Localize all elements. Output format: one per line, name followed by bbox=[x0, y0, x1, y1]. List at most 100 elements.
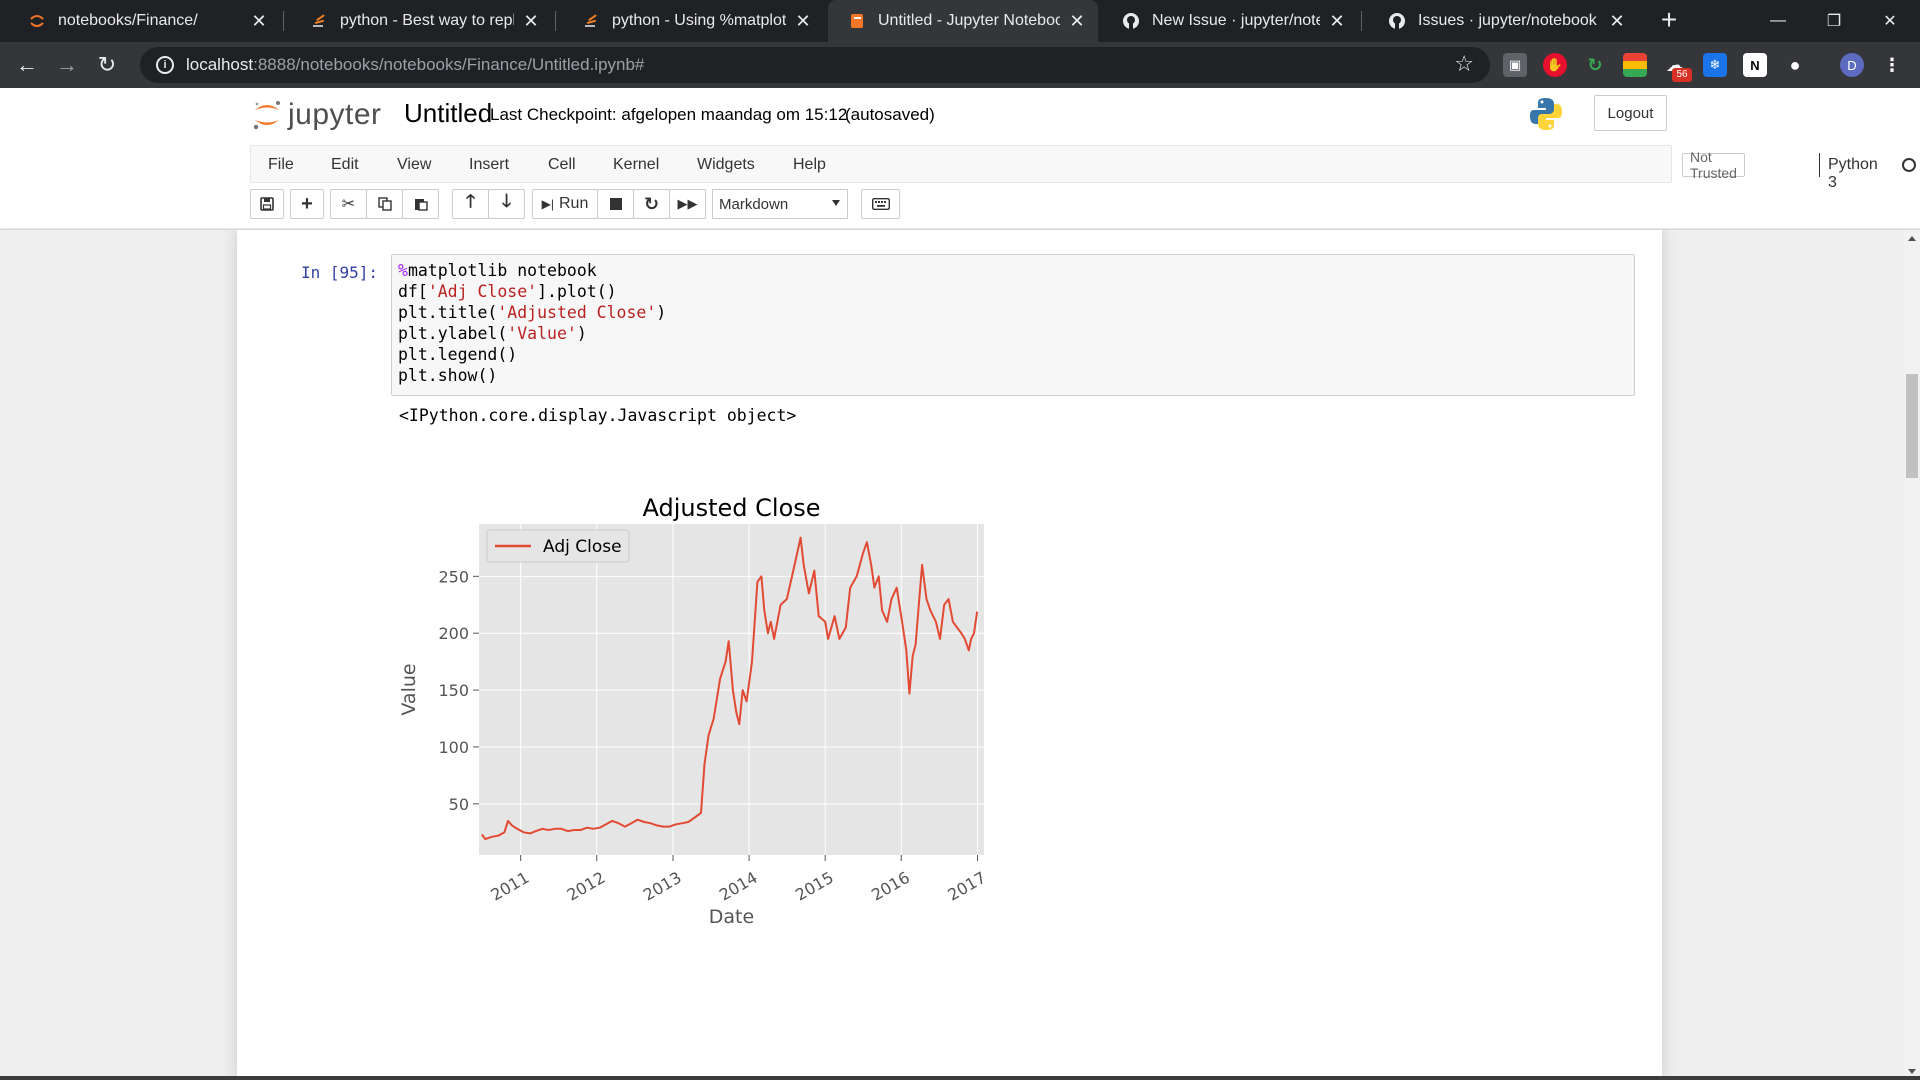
move-down-button[interactable]: 🡓 bbox=[488, 189, 525, 219]
reload-icon[interactable]: ↻ bbox=[97, 52, 117, 77]
notebook-name[interactable]: Untitled bbox=[404, 98, 493, 128]
menu-file[interactable]: File bbox=[268, 156, 294, 173]
chevron-down-icon bbox=[832, 200, 840, 206]
code-line: plt.ylabel('Value') bbox=[398, 323, 1628, 344]
close-icon[interactable]: ✕ bbox=[251, 10, 267, 31]
browser-tab[interactable]: New Issue · jupyter/noteboo ✕ bbox=[1102, 0, 1358, 42]
code-line: df['Adj Close'].plot() bbox=[398, 281, 1628, 302]
url-path: :8888/notebooks/notebooks/Finance/Untitl… bbox=[253, 55, 645, 74]
code-line: %matplotlib notebook bbox=[398, 260, 1628, 281]
logout-button[interactable]: Logout bbox=[1594, 95, 1667, 131]
code-token: plt.ylabel( bbox=[398, 324, 508, 343]
adblock-icon[interactable]: ✋ bbox=[1543, 53, 1567, 77]
menu-edit[interactable]: Edit bbox=[331, 156, 359, 173]
interrupt-button[interactable] bbox=[597, 189, 634, 219]
forward-icon[interactable]: → bbox=[56, 52, 78, 77]
copy-button[interactable] bbox=[366, 189, 403, 219]
tab-title: python - Best way to replace bbox=[340, 12, 514, 29]
trust-status-button[interactable]: Not Trusted bbox=[1682, 149, 1745, 181]
browser-tab[interactable]: python - Best way to replace ✕ bbox=[290, 0, 552, 42]
code-token: matplotlib notebook bbox=[407, 261, 597, 280]
bookmark-star-icon[interactable]: ☆ bbox=[1454, 51, 1474, 76]
plus-icon: + bbox=[301, 192, 313, 215]
save-button[interactable] bbox=[250, 189, 284, 219]
y-tick-label: 50 bbox=[449, 795, 469, 814]
code-editor[interactable]: %matplotlib notebook df['Adj Close'].plot… bbox=[398, 260, 1628, 386]
tab-title: New Issue · jupyter/noteboo bbox=[1152, 12, 1320, 29]
legend-label: Adj Close bbox=[543, 537, 622, 557]
browser-tab[interactable]: notebooks/Finance/ ✕ bbox=[8, 0, 280, 42]
new-tab-button[interactable]: + bbox=[1660, 4, 1678, 35]
restart-run-all-button[interactable]: ▶▶ bbox=[669, 189, 706, 219]
record-icon[interactable]: ● bbox=[1789, 54, 1801, 75]
notion-icon[interactable]: N bbox=[1743, 53, 1767, 77]
y-axis-label: Value bbox=[398, 663, 420, 715]
jupyter-notebook-icon bbox=[848, 12, 866, 30]
address-bar[interactable]: i localhost :8888/notebooks/notebooks/Fi… bbox=[140, 47, 1490, 83]
code-string: 'Value' bbox=[507, 324, 577, 343]
arrow-down-icon: 🡓 bbox=[501, 191, 512, 211]
close-icon[interactable]: ✕ bbox=[1609, 10, 1625, 31]
browser-tab[interactable]: python - Using %matplotlib ✕ bbox=[562, 0, 824, 42]
menu-cell[interactable]: Cell bbox=[548, 156, 576, 173]
run-button[interactable]: ▶| Run bbox=[532, 189, 598, 219]
tab-title: python - Using %matplotlib bbox=[612, 12, 786, 29]
menu-help[interactable]: Help bbox=[793, 156, 826, 173]
extension-icon[interactable]: ↻ bbox=[1587, 54, 1603, 75]
github-icon bbox=[1388, 12, 1406, 30]
minimize-icon[interactable]: — bbox=[1770, 12, 1786, 29]
tab-title: notebooks/Finance/ bbox=[58, 12, 198, 29]
jupyter-wordmark: jupyter bbox=[288, 98, 382, 131]
move-up-button[interactable]: 🡑 bbox=[452, 189, 489, 219]
scroll-up-icon[interactable] bbox=[1908, 236, 1916, 241]
scroll-down-icon[interactable] bbox=[1908, 1069, 1916, 1074]
restart-button[interactable]: ↻ bbox=[633, 189, 670, 219]
x-axis-label: Date bbox=[709, 906, 754, 928]
tab-separator bbox=[555, 11, 556, 31]
plot-area bbox=[479, 524, 984, 855]
cut-button[interactable]: ✂ bbox=[330, 189, 367, 219]
extension-icon[interactable]: ▣ bbox=[1503, 53, 1527, 77]
code-token: plt.show() bbox=[398, 366, 498, 385]
browser-tab[interactable]: Issues · jupyter/notebook ✕ bbox=[1368, 0, 1638, 42]
tab-separator bbox=[1361, 11, 1362, 31]
extension-count-badge: 56 bbox=[1672, 68, 1692, 82]
scrollbar-thumb[interactable] bbox=[1906, 374, 1918, 478]
browser-tab-active[interactable]: Untitled - Jupyter Notebook ✕ bbox=[828, 0, 1098, 42]
vertical-scrollbar[interactable] bbox=[1904, 230, 1920, 1080]
series-line-adj-close bbox=[481, 536, 979, 841]
arrow-up-icon: 🡑 bbox=[465, 191, 476, 211]
jupyter-logo[interactable]: jupyter bbox=[252, 98, 382, 132]
code-string: 'Adjusted Close' bbox=[497, 303, 657, 322]
menubar: File Edit View Insert Cell Kernel Widget… bbox=[250, 145, 1916, 191]
stackoverflow-icon bbox=[310, 12, 328, 30]
cell-type-select[interactable]: Markdown bbox=[712, 189, 848, 219]
y-tick-label: 150 bbox=[438, 681, 469, 700]
paste-button[interactable] bbox=[402, 189, 439, 219]
menu-insert[interactable]: Insert bbox=[469, 156, 510, 173]
close-icon[interactable]: ✕ bbox=[523, 10, 539, 31]
menu-kebab-icon[interactable]: ⋮ bbox=[1883, 54, 1901, 75]
menu-view[interactable]: View bbox=[397, 156, 432, 173]
site-info-icon[interactable]: i bbox=[156, 56, 174, 74]
snowflake-icon[interactable]: ❄ bbox=[1703, 53, 1727, 77]
close-window-icon[interactable]: ✕ bbox=[1883, 13, 1897, 30]
menu-kernel[interactable]: Kernel bbox=[613, 156, 660, 173]
code-line: plt.show() bbox=[398, 365, 1628, 386]
command-palette-button[interactable] bbox=[861, 189, 900, 219]
close-icon[interactable]: ✕ bbox=[1069, 10, 1085, 31]
line-chart: 2011 2012 2013 2014 2015 2016 2017 50100150200… bbox=[391, 450, 1151, 1010]
code-cell-input[interactable]: %matplotlib notebook df['Adj Close'].plot… bbox=[391, 254, 1635, 396]
back-icon[interactable]: ← bbox=[16, 52, 38, 77]
step-forward-icon: ▶| bbox=[541, 197, 554, 211]
insert-cell-button[interactable]: + bbox=[290, 189, 324, 219]
output-text: <IPython.core.display.Javascript object> bbox=[399, 406, 797, 425]
restore-icon[interactable]: ❐ bbox=[1826, 13, 1842, 30]
kernel-separator bbox=[1819, 153, 1820, 177]
avatar[interactable]: D bbox=[1840, 53, 1864, 77]
menu-widgets[interactable]: Widgets bbox=[697, 156, 755, 173]
legend: Adj Close bbox=[486, 529, 630, 563]
close-icon[interactable]: ✕ bbox=[795, 10, 811, 31]
close-icon[interactable]: ✕ bbox=[1329, 10, 1345, 31]
extension-icon[interactable] bbox=[1623, 53, 1647, 77]
